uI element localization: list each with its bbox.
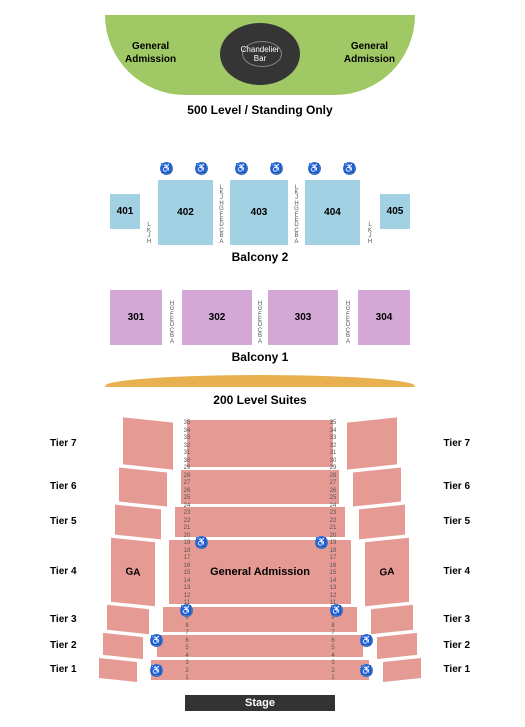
balcony-1: Balcony 1 301302ABCDEFGH303ABCDEFGH304AB… [110,280,410,365]
tier-1-left[interactable] [99,658,137,682]
level-500: GeneralAdmission GeneralAdmission Chande… [105,15,415,115]
tier-6-center[interactable] [181,470,339,504]
section-403[interactable]: 403 [230,180,288,245]
ada-icon: ♿ [160,162,173,175]
ada-icon: ♿ [235,162,248,175]
section-301[interactable]: 301 [110,290,162,345]
ada-icon: ♿ [270,162,283,175]
tier-6-left[interactable] [119,467,167,506]
row-numbers-r: 3534333231302928272625242322212019181716… [327,420,339,683]
tier-label-right-1: Tier 1 [444,664,471,675]
tier-label-right-6: Tier 6 [444,481,471,492]
ada-marker: ♿ [330,600,343,618]
section-404[interactable]: 404 [305,180,360,245]
section-401[interactable]: 401 [110,194,140,229]
section-304[interactable]: 304 [358,290,410,345]
tier-3-right[interactable] [371,605,413,634]
tier-label-right-3: Tier 3 [444,614,471,625]
level-500-label: 500 Level / Standing Only [105,103,415,117]
tier-label-right-2: Tier 2 [444,640,471,651]
section-402[interactable]: 402 [158,180,213,245]
tier-7-right[interactable] [347,417,397,469]
tier-label-left-5: Tier 5 [50,516,77,527]
ada-marker: ♿ [235,162,248,175]
ada-marker: ♿ [150,660,163,678]
ada-icon: ♿ [308,162,321,175]
ada-icon: ♿ [195,536,208,549]
ga-label-left: GeneralAdmission [125,40,176,66]
tier-label-left-1: Tier 1 [50,664,77,675]
ada-marker: ♿ [360,630,373,648]
row-letters: ABCDEFGHJKL [293,186,301,245]
ada-marker: ♿ [195,532,208,550]
tier-7-left[interactable] [123,417,173,469]
ada-icon: ♿ [360,634,373,647]
ada-icon: ♿ [195,162,208,175]
tier-5-left[interactable] [115,505,161,540]
tier-label-right-7: Tier 7 [444,438,471,449]
tier-3-left[interactable] [107,605,149,634]
row-letters: ABCDEFGH [344,302,352,345]
tier-label-right-4: Tier 4 [444,566,471,577]
tier-label-left-4: Tier 4 [50,566,77,577]
balcony-1-label: Balcony 1 [110,350,410,364]
tier-label-left-2: Tier 2 [50,640,77,651]
row-letters: ABCDEFGH [256,302,264,345]
ada-marker: ♿ [160,162,173,175]
stage: Stage [185,695,335,711]
ada-marker: ♿ [195,162,208,175]
ada-icon: ♿ [360,664,373,677]
row-letters: HJKL [145,223,153,245]
ada-marker: ♿ [360,660,373,678]
ga-label-right: GeneralAdmission [344,40,395,66]
suites-label: 200 Level Suites [105,393,415,407]
suites-200: 200 Level Suites [105,375,415,407]
ada-icon: ♿ [343,162,356,175]
ada-icon: ♿ [150,634,163,647]
balcony-2-label: Balcony 2 [110,250,410,264]
ada-marker: ♿ [150,630,163,648]
ada-marker: ♿ [308,162,321,175]
tier-1-right[interactable] [383,658,421,682]
tier-4-right[interactable]: GA [365,538,409,607]
ada-marker: ♿ [270,162,283,175]
tier-label-left-6: Tier 6 [50,481,77,492]
tier-7-center[interactable] [187,420,333,467]
tier-label-left-3: Tier 3 [50,614,77,625]
ada-marker: ♿ [343,162,356,175]
ada-icon: ♿ [330,604,343,617]
tier-4-left[interactable]: GA [111,538,155,607]
row-letters: ABCDEFGH [168,302,176,345]
tier-6-right[interactable] [353,467,401,506]
ada-marker: ♿ [180,600,193,618]
section-302[interactable]: 302 [182,290,252,345]
tier-2-left[interactable] [103,633,143,659]
section-303[interactable]: 303 [268,290,338,345]
row-numbers-l: 3534333231302928272625242322212019181716… [181,420,193,683]
main-floor: Tier 1Tier 1Tier 2Tier 2Tier 3Tier 3GAGA… [75,410,445,690]
ada-icon: ♿ [180,604,193,617]
ada-marker: ♿ [315,532,328,550]
ada-icon: ♿ [315,536,328,549]
row-letters: ABCDEFGHJKL [218,186,226,245]
tier-label-left-7: Tier 7 [50,438,77,449]
row-letters: HJKL [366,223,374,245]
balcony-2: Balcony 2 401 402 HJKL 403 ABCDEFGHJKL 404 ABC… [110,150,410,265]
section-405[interactable]: 405 [380,194,410,229]
tier-5-right[interactable] [359,505,405,540]
ada-icon: ♿ [150,664,163,677]
chandelier-bar: Chandelier Bar [220,23,300,85]
tier-2-right[interactable] [377,633,417,659]
tier-label-right-5: Tier 5 [444,516,471,527]
seating-chart: GeneralAdmission GeneralAdmission Chande… [15,15,510,712]
